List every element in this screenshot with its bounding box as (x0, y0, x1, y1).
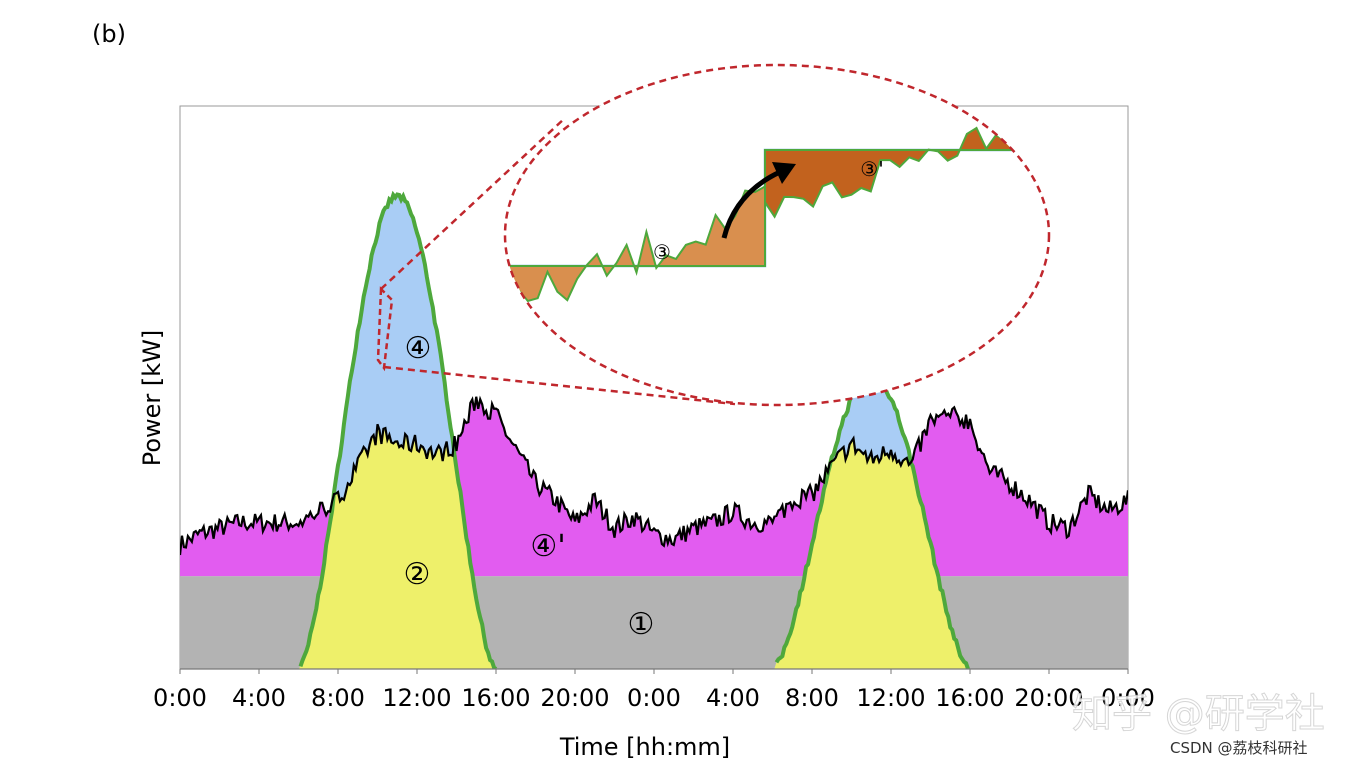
x-tick-label: 20:00 (1014, 684, 1083, 712)
x-tick-label: 0:00 (153, 684, 207, 712)
region-label-base: ① (628, 607, 655, 642)
zoom-inset-border (503, 63, 1051, 407)
x-ticks: 0:00 4:00 8:00 12:00 16:00 20:00 0:00 4:00 8:00 1… (153, 669, 1155, 712)
source-credit: CSDN @荔枝科研社 (1170, 739, 1308, 757)
region-label-shifted: ④' (530, 529, 565, 564)
zoom-connector-bottom (383, 365, 736, 406)
x-tick-label: 16:00 (935, 684, 1004, 712)
zoom-label-pv: ③ (653, 240, 671, 264)
panel-label: (b) (92, 20, 126, 48)
x-axis-label: Time [hh:mm] (559, 733, 730, 761)
zoom-shift-arrow (721, 169, 782, 239)
watermark: 知乎 @研学社 (1072, 691, 1325, 737)
pv-generation-area (180, 424, 1128, 669)
x-tick-label: 12:00 (856, 684, 925, 712)
y-axis-label: Power [kW] (138, 330, 166, 467)
zoom-label-pv-shifted: ③' (860, 157, 883, 181)
zoom-shift-arrowhead (772, 162, 796, 184)
x-tick-label: 0:00 (1101, 684, 1155, 712)
x-tick-label: 20:00 (540, 684, 609, 712)
x-tick-label: 0:00 (627, 684, 681, 712)
x-tick-label: 8:00 (311, 684, 365, 712)
total-demand-line (180, 395, 1128, 556)
zoom-fill-after-shift (764, 107, 1016, 219)
region-label-pv: ② (404, 557, 431, 592)
zoom-connector-top (380, 117, 566, 290)
zoom-inset-background (505, 65, 1049, 405)
x-tick-label: 4:00 (706, 684, 760, 712)
x-tick-label: 8:00 (785, 684, 839, 712)
x-tick-label: 12:00 (382, 684, 451, 712)
region-label-surplus: ④ (405, 331, 432, 366)
x-tick-label: 16:00 (461, 684, 530, 712)
x-tick-label: 4:00 (232, 684, 286, 712)
